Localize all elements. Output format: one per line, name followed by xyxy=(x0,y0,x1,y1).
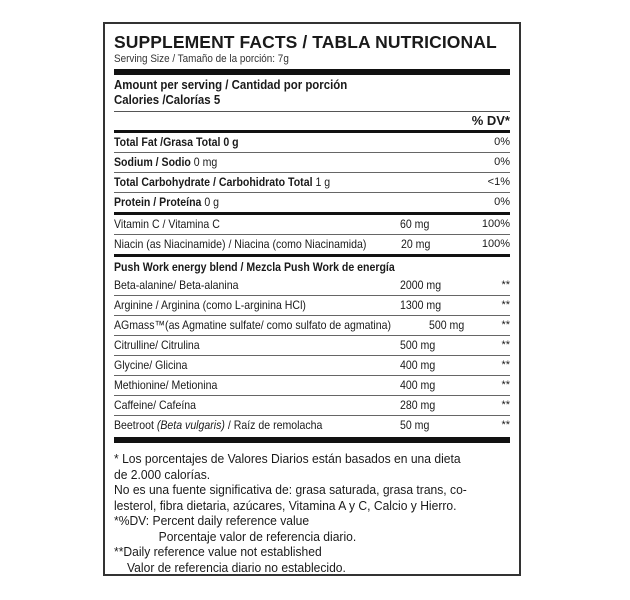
footnote: Porcentaje valor de referencia diario. xyxy=(158,528,357,544)
ingredient-dv: ** xyxy=(501,379,510,391)
ingredient-name: Caffeine/ Cafeína xyxy=(114,398,197,412)
ingredient-dv: ** xyxy=(501,299,510,311)
ingredient-dv: ** xyxy=(501,359,510,371)
footnote: lesterol, fibra dietaria, azúcares, Vita… xyxy=(114,497,457,513)
ingredient-amount: 400 mg xyxy=(400,358,436,372)
amount-per-serving: Amount per serving / Cantidad por porció… xyxy=(114,77,348,92)
divider xyxy=(114,254,510,257)
vitamin-amount: 20 mg xyxy=(400,237,431,251)
ingredient-dv: ** xyxy=(501,399,510,411)
blend-row: Beetroot (Beta vulgaris) / Raíz de remol… xyxy=(114,416,510,435)
ingredient-name: AGmass™(as Agmatine sulfate/ como sulfat… xyxy=(114,318,392,332)
divider xyxy=(114,69,510,75)
ingredient-name-part: Beetroot xyxy=(114,418,157,432)
vitamin-name: Vitamin C / Vitamina C xyxy=(114,217,220,231)
vitamin-row: Vitamin C / Vitamina C 60 mg 100% xyxy=(114,215,510,235)
nutrient-row: Total Fat /Grasa Total 0 g 0% xyxy=(114,133,510,153)
nutrient-amount: 0 g xyxy=(201,195,220,209)
ingredient-dv: ** xyxy=(501,279,510,291)
footnote: No es una fuente significativa de: grasa… xyxy=(114,482,467,497)
ingredient-amount: 400 mg xyxy=(400,378,436,392)
footnote: **Daily reference value not established xyxy=(114,544,322,559)
blend-row: Methionine/ Metionina 400 mg ** xyxy=(114,376,510,396)
ingredient-name-part: (Beta vulgaris) xyxy=(156,418,225,432)
nutrient-amount: 1 g xyxy=(312,175,331,189)
divider xyxy=(114,130,510,133)
blend-title: Push Work energy blend / Mezcla Push Wor… xyxy=(114,260,395,274)
nutrient-dv: 0% xyxy=(494,196,510,208)
footnote: * Los porcentajes de Valores Diarios est… xyxy=(114,451,461,466)
ingredient-name-part: / Raíz de remolacha xyxy=(224,418,323,432)
ingredient-name: Beta-alanine/ Beta-alanina xyxy=(114,278,239,292)
ingredient-name: Methionine/ Metionina xyxy=(114,378,218,392)
footnotes: * Los porcentajes de Valores Diarios est… xyxy=(114,451,510,575)
ingredient-name: Arginine / Arginina (como L-arginina HCl… xyxy=(114,298,306,312)
nutrient-name: Protein / Proteína xyxy=(114,195,202,209)
nutrient-dv: 0% xyxy=(494,136,510,148)
blend-row: Beta-alanine/ Beta-alanina 2000 mg ** xyxy=(114,276,510,296)
ingredient-name: Glycine/ Glicina xyxy=(114,358,188,372)
ingredient-amount: 50 mg xyxy=(400,418,430,432)
footnote: de 2.000 calorías. xyxy=(114,466,211,482)
ingredient-amount: 500 mg xyxy=(400,338,436,352)
footnote: *%DV: Percent daily reference value xyxy=(114,513,310,528)
vitamin-name: Niacin (as Niacinamide) / Niacina (como … xyxy=(114,237,367,251)
vitamin-dv: 100% xyxy=(481,218,510,230)
vitamin-row: Niacin (as Niacinamide) / Niacina (como … xyxy=(114,235,510,254)
ingredient-amount: 1300 mg xyxy=(400,298,442,312)
supplement-facts-label: SUPPLEMENT FACTS / TABLA NUTRICIONAL Ser… xyxy=(103,22,521,576)
ingredient-name: Citrulline/ Citrulina xyxy=(114,338,200,352)
nutrient-amount: 0 mg xyxy=(190,155,218,169)
ingredient-name: Beetroot (Beta vulgaris) / Raíz de remol… xyxy=(114,416,366,435)
blend-row: AGmass™(as Agmatine sulfate/ como sulfat… xyxy=(114,316,510,336)
ingredient-dv: ** xyxy=(501,419,510,431)
nutrient-name: Total Carbohydrate / Carbohidrato Total xyxy=(114,175,313,189)
divider xyxy=(114,437,510,443)
label-title: SUPPLEMENT FACTS / TABLA NUTRICIONAL xyxy=(114,32,497,52)
vitamin-amount: 60 mg xyxy=(400,217,430,231)
serving-size: Serving Size / Tamaño de la porción: 7g xyxy=(114,53,289,65)
dv-header: % DV* xyxy=(471,113,510,128)
blend-row: Citrulline/ Citrulina 500 mg ** xyxy=(114,336,510,356)
ingredient-amount: 2000 mg xyxy=(400,278,442,292)
vitamin-dv: 100% xyxy=(481,238,510,250)
blend-row: Arginine / Arginina (como L-arginina HCl… xyxy=(114,296,510,316)
divider xyxy=(114,212,510,215)
ingredient-dv: ** xyxy=(501,339,510,351)
ingredient-amount: 280 mg xyxy=(400,398,436,412)
ingredient-amount: 500 mg xyxy=(428,318,465,332)
nutrient-row: Protein / Proteína 0 g 0% xyxy=(114,193,510,212)
nutrient-dv: <1% xyxy=(487,176,510,188)
divider xyxy=(114,111,510,112)
blend-row: Glycine/ Glicina 400 mg ** xyxy=(114,356,510,376)
nutrient-name: Sodium / Sodio xyxy=(114,155,191,169)
nutrient-row: Sodium / Sodio 0 mg 0% xyxy=(114,153,510,173)
nutrient-dv: 0% xyxy=(494,156,510,168)
footnote: Valor de referencia diario no establecid… xyxy=(127,559,346,575)
nutrient-name: Total Fat /Grasa Total 0 g xyxy=(114,135,239,149)
ingredient-dv: ** xyxy=(501,319,510,331)
calories: Calories /Calorías 5 xyxy=(114,92,221,107)
nutrient-row: Total Carbohydrate / Carbohidrato Total … xyxy=(114,173,510,193)
blend-row: Caffeine/ Cafeína 280 mg ** xyxy=(114,396,510,416)
